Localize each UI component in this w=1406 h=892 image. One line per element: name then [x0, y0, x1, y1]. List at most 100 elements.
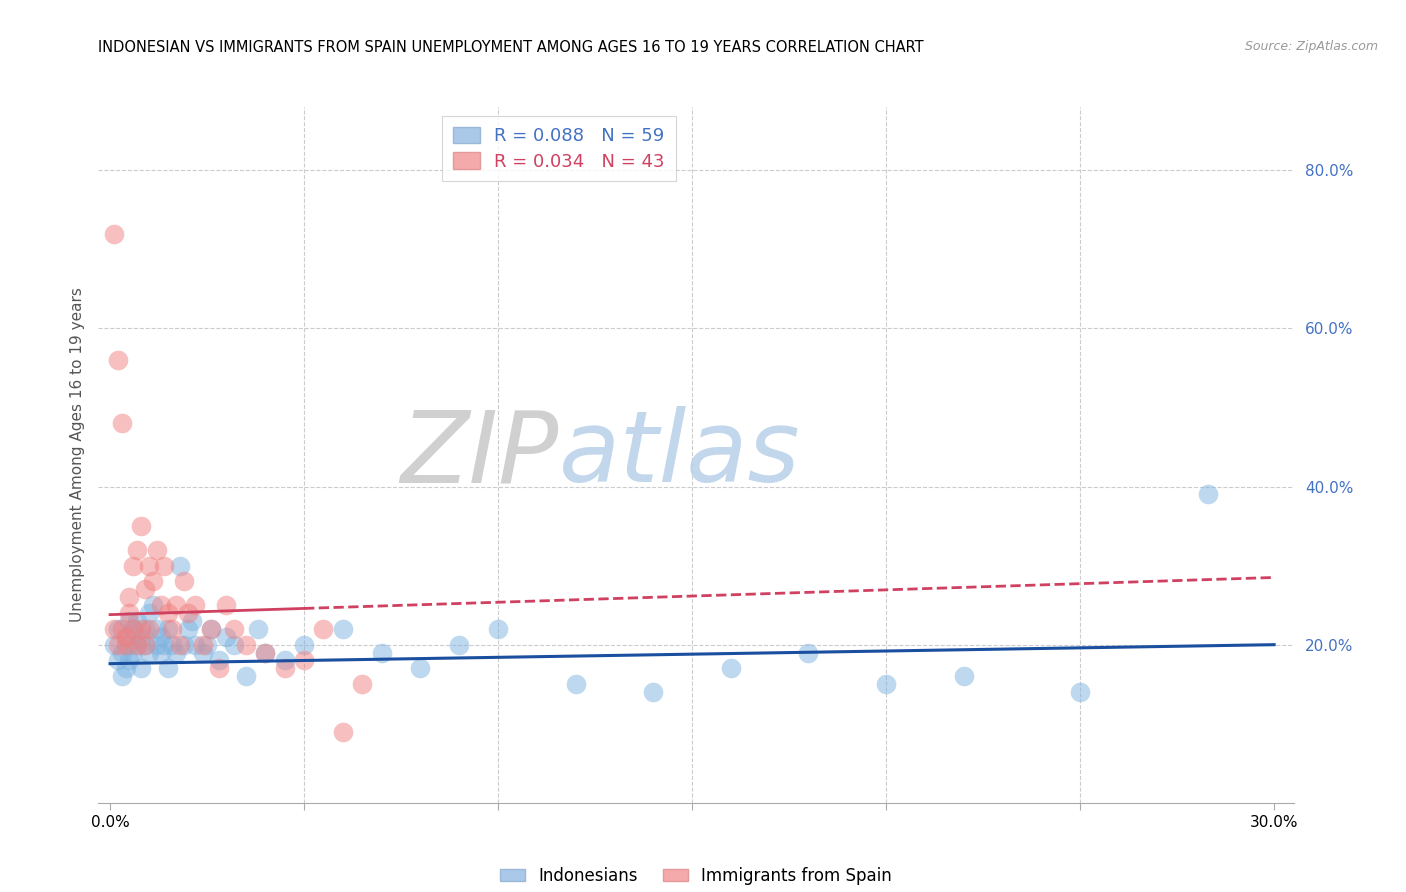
Point — [118, 614, 141, 628]
Point — [118, 591, 141, 605]
Y-axis label: Unemployment Among Ages 16 to 19 years: Unemployment Among Ages 16 to 19 years — [69, 287, 84, 623]
Point — [370, 646, 392, 660]
Point — [118, 606, 141, 620]
Point — [111, 646, 134, 660]
Point — [643, 685, 665, 699]
Point — [129, 661, 152, 675]
Point — [176, 622, 198, 636]
Point — [145, 542, 167, 557]
Point — [122, 558, 145, 573]
Point — [173, 638, 195, 652]
Point — [157, 606, 180, 620]
Point — [153, 638, 176, 652]
Point — [169, 638, 191, 652]
Point — [208, 653, 231, 667]
Point — [875, 677, 897, 691]
Point — [224, 622, 246, 636]
Point — [1069, 685, 1091, 699]
Point — [352, 677, 374, 691]
Point — [486, 622, 509, 636]
Point — [149, 646, 172, 660]
Point — [134, 582, 156, 597]
Point — [118, 638, 141, 652]
Point — [169, 558, 191, 573]
Point — [114, 661, 136, 675]
Point — [134, 638, 156, 652]
Point — [208, 661, 231, 675]
Point — [138, 646, 160, 660]
Point — [145, 638, 167, 652]
Point — [129, 519, 152, 533]
Point — [149, 630, 172, 644]
Point — [224, 638, 246, 652]
Point — [952, 669, 974, 683]
Point — [246, 622, 269, 636]
Point — [332, 724, 354, 739]
Point — [200, 622, 222, 636]
Point — [142, 598, 165, 612]
Point — [157, 661, 180, 675]
Point — [193, 646, 215, 660]
Point — [292, 638, 315, 652]
Point — [111, 417, 134, 431]
Point — [122, 622, 145, 636]
Point — [273, 653, 295, 667]
Point — [165, 646, 187, 660]
Point — [195, 638, 218, 652]
Point — [138, 622, 160, 636]
Point — [215, 630, 238, 644]
Point — [254, 646, 277, 660]
Point — [134, 622, 156, 636]
Point — [138, 606, 160, 620]
Point — [173, 574, 195, 589]
Point — [235, 669, 257, 683]
Point — [107, 622, 129, 636]
Point — [114, 630, 136, 644]
Point — [149, 598, 172, 612]
Point — [138, 558, 160, 573]
Point — [254, 646, 277, 660]
Point — [215, 598, 238, 612]
Point — [134, 638, 156, 652]
Point — [184, 638, 207, 652]
Point — [184, 598, 207, 612]
Point — [127, 638, 149, 652]
Point — [409, 661, 432, 675]
Point — [107, 653, 129, 667]
Point — [127, 614, 149, 628]
Point — [129, 630, 152, 644]
Text: INDONESIAN VS IMMIGRANTS FROM SPAIN UNEMPLOYMENT AMONG AGES 16 TO 19 YEARS CORRE: INDONESIAN VS IMMIGRANTS FROM SPAIN UNEM… — [98, 40, 924, 55]
Point — [160, 622, 183, 636]
Text: atlas: atlas — [558, 407, 800, 503]
Point — [103, 227, 125, 241]
Point — [118, 653, 141, 667]
Point — [153, 558, 176, 573]
Point — [176, 606, 198, 620]
Point — [122, 622, 145, 636]
Text: ZIP: ZIP — [401, 407, 558, 503]
Point — [157, 622, 180, 636]
Point — [292, 653, 315, 667]
Point — [332, 622, 354, 636]
Point — [449, 638, 471, 652]
Point — [797, 646, 820, 660]
Point — [127, 638, 149, 652]
Point — [165, 598, 187, 612]
Text: Source: ZipAtlas.com: Source: ZipAtlas.com — [1244, 40, 1378, 54]
Point — [200, 622, 222, 636]
Point — [107, 353, 129, 368]
Point — [114, 638, 136, 652]
Point — [111, 622, 134, 636]
Point — [107, 638, 129, 652]
Point — [564, 677, 586, 691]
Point — [145, 622, 167, 636]
Point — [1197, 487, 1219, 501]
Point — [122, 646, 145, 660]
Point — [235, 638, 257, 652]
Point — [103, 622, 125, 636]
Legend: Indonesians, Immigrants from Spain: Indonesians, Immigrants from Spain — [494, 860, 898, 891]
Point — [129, 622, 152, 636]
Point — [160, 638, 183, 652]
Point — [180, 614, 202, 628]
Point — [312, 622, 335, 636]
